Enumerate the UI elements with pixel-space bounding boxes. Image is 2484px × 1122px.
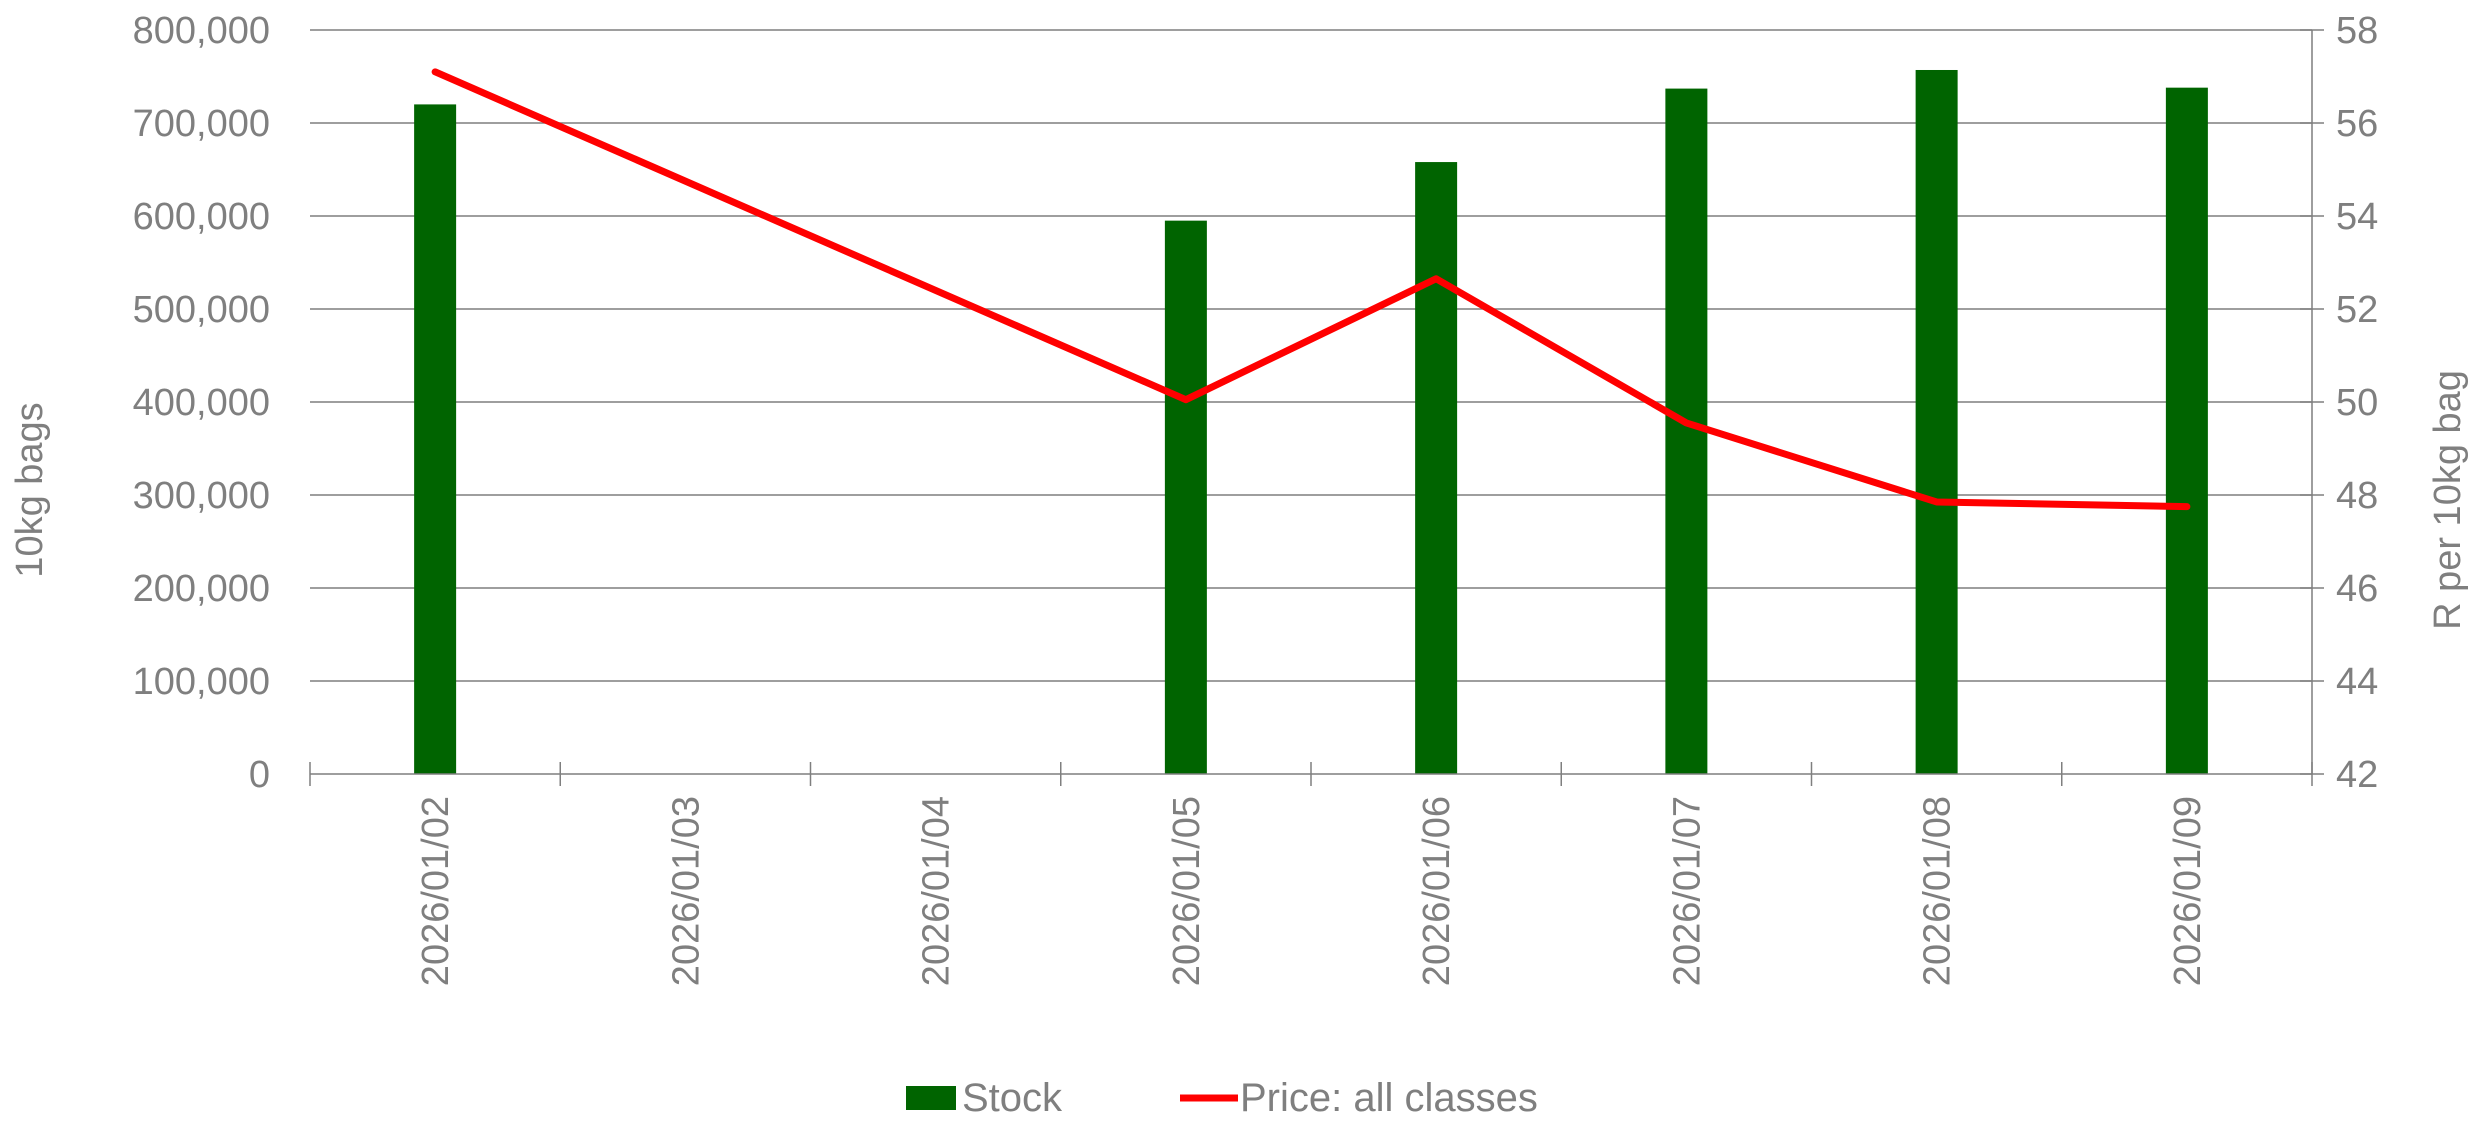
tick-labels: 0 100,000 200,000 300,000 400,000 500,000 600,… [133, 10, 2379, 986]
legend-label-stock: Stock [962, 1076, 1063, 1117]
x-tick-label: 2026/01/02 [415, 796, 457, 986]
y-right-tick-label: 54 [2336, 196, 2378, 238]
bar-stock [414, 104, 457, 774]
x-tick-label: 2026/01/09 [2167, 796, 2209, 986]
x-tick-label: 2026/01/06 [1416, 796, 1458, 986]
bar-stock [1164, 220, 1207, 774]
y-left-tick-label: 400,000 [133, 382, 270, 424]
y-left-tick-label: 100,000 [133, 661, 270, 703]
point-price [1184, 398, 1187, 401]
y-left-tick-label: 700,000 [133, 103, 270, 145]
legend-label-price: Price: all classes [1240, 1076, 1538, 1117]
y-right-tick-label: 52 [2336, 289, 2378, 331]
x-tick-label: 2026/01/04 [916, 796, 958, 986]
x-tick-label: 2026/01/05 [1166, 796, 1208, 986]
y-left-tick-label: 500,000 [133, 289, 270, 331]
y-right-tick-label: 58 [2336, 10, 2378, 52]
legend: Stock Price: all classes [906, 1076, 1538, 1120]
y-left-tick-label: 800,000 [133, 10, 270, 52]
point-price [434, 70, 437, 73]
y-right-tick-label: 50 [2336, 382, 2378, 424]
x-tick-label: 2026/01/03 [665, 796, 707, 986]
bar-stock [1915, 69, 1958, 775]
y-right-tick-label: 56 [2336, 103, 2378, 145]
bar-stock [1415, 162, 1458, 774]
bar-stock [2165, 87, 2208, 774]
point-price [1435, 277, 1438, 280]
y-left-tick-label: 300,000 [133, 475, 270, 517]
point-price [1935, 500, 1938, 503]
y-right-tick-label: 48 [2336, 475, 2378, 517]
x-tick-label: 2026/01/08 [1917, 796, 1959, 986]
price-line [431, 68, 2191, 511]
y-left-tick-label: 200,000 [133, 568, 270, 610]
point-price [1685, 421, 1688, 424]
stock-bars [414, 69, 2208, 775]
axes [309, 29, 2324, 786]
y-right-tick-label: 44 [2336, 661, 2378, 703]
y-right-tick-label: 42 [2336, 754, 2378, 796]
y-right-axis-title: R per 10kg bag [2427, 370, 2469, 630]
point-price [2185, 505, 2188, 508]
y-left-tick-label: 0 [249, 754, 270, 796]
bar-stock [1665, 88, 1708, 775]
x-tick-label: 2026/01/07 [1666, 796, 1708, 986]
y-right-tick-label: 46 [2336, 568, 2378, 610]
gridlines [310, 29, 2312, 682]
legend-swatch-stock [906, 1086, 956, 1110]
y-left-axis-title: 10kg bags [9, 402, 51, 577]
y-left-tick-label: 600,000 [133, 196, 270, 238]
line-price [431, 68, 2191, 511]
